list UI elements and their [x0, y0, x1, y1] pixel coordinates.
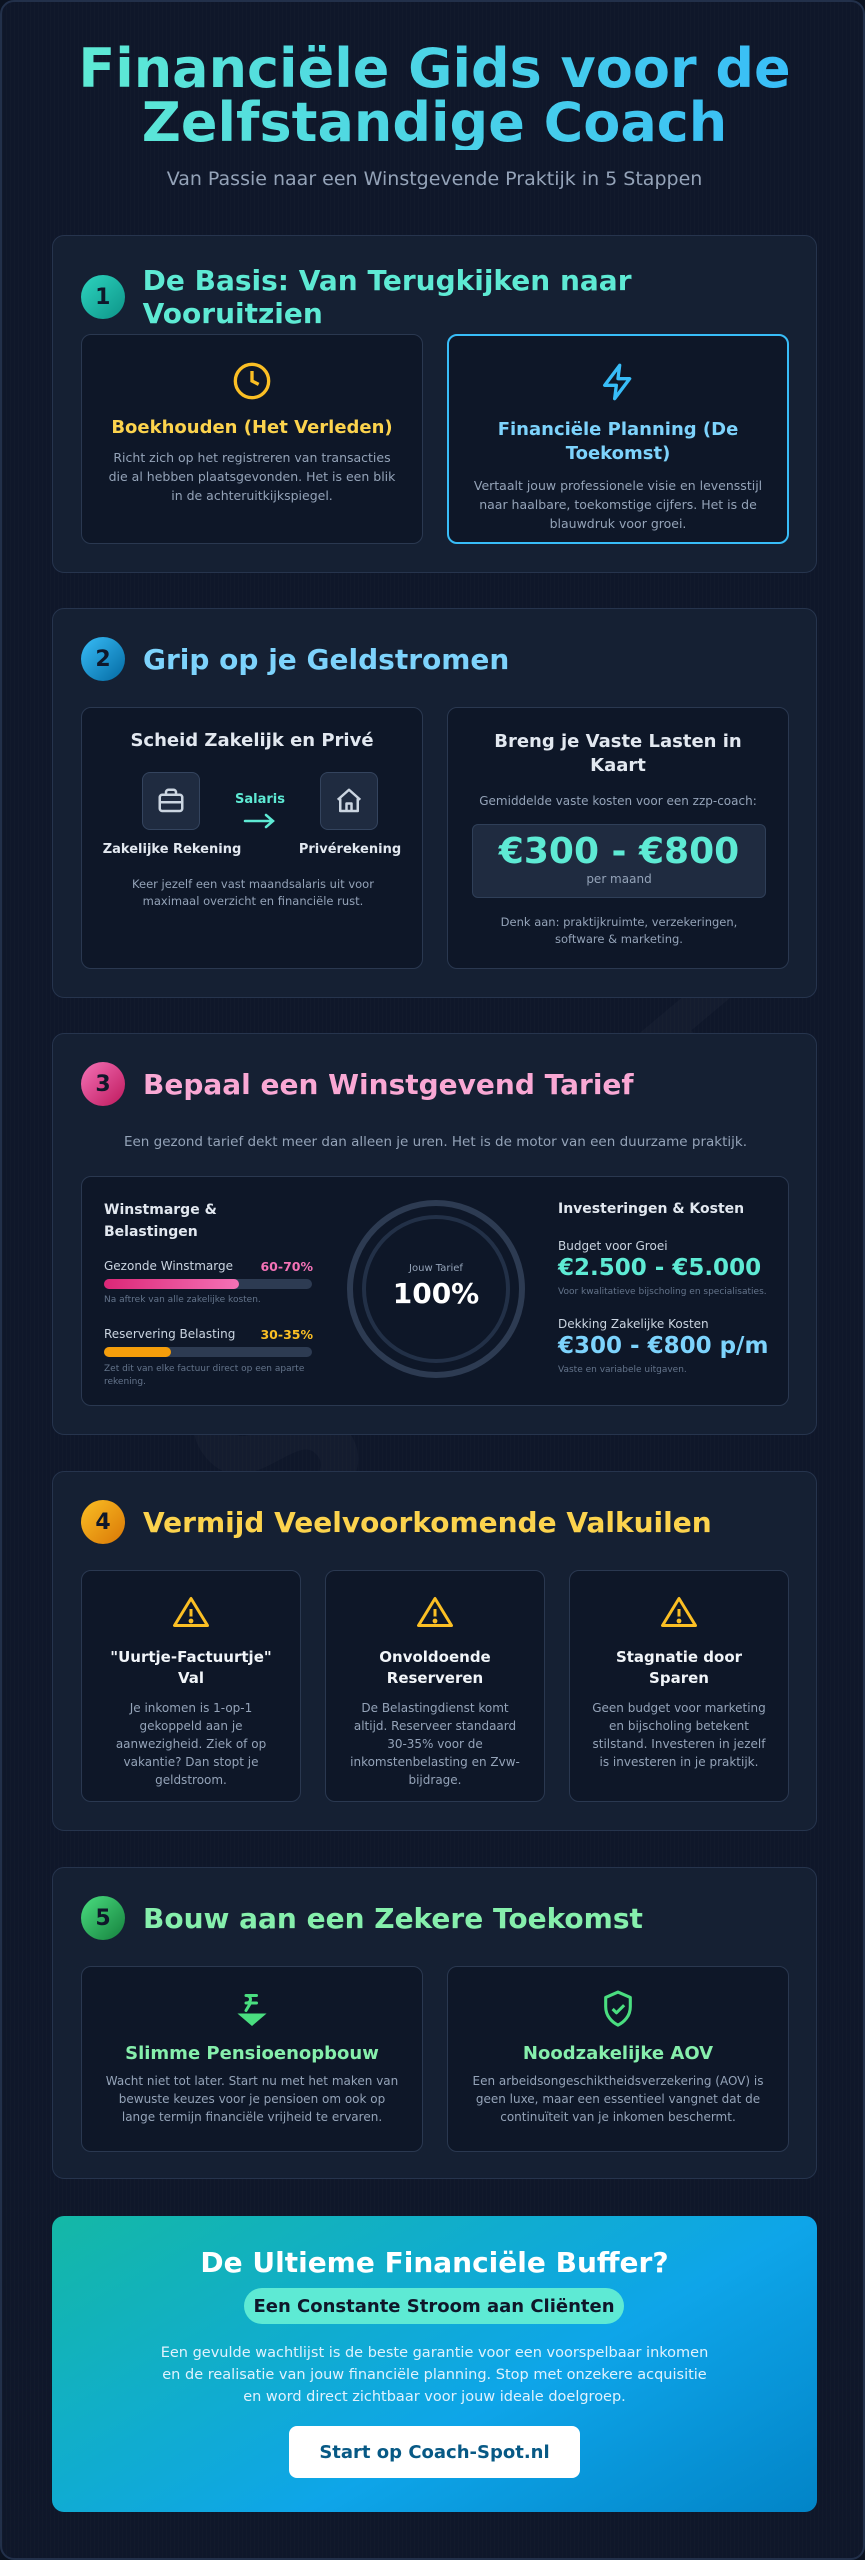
gauge-value: 100% — [392, 1277, 480, 1310]
fixed-cost-amount: €300 - €800 — [498, 831, 740, 872]
section-title: Vermijd Veelvoorkomende Valkuilen — [143, 1505, 712, 1539]
step-number-badge: 3 — [81, 1062, 125, 1106]
business-account-label: Zakelijke Rekening — [102, 842, 242, 857]
margin-panel-title: Winstmarge & Belastingen — [104, 1202, 217, 1240]
lightning-icon — [598, 362, 638, 402]
card-intro: Gemiddelde vaste kosten voor een zzp-coa… — [479, 794, 757, 808]
briefcase-icon — [142, 772, 200, 830]
step-number-badge: 1 — [81, 275, 125, 319]
margin-progress-bar — [104, 1279, 312, 1289]
cta-pill: Een Constante Stroom aan Cliënten — [244, 2288, 624, 2324]
card-title: Breng je Vaste Lasten in Kaart — [494, 731, 742, 776]
margin-note: Na aftrek van alle zakelijke kosten. — [104, 1295, 261, 1305]
invest-panel-title: Investeringen & Kosten — [558, 1201, 745, 1217]
reserve-progress-fill — [104, 1347, 171, 1357]
section-title: Bouw aan een Zekere Toekomst — [143, 1901, 643, 1935]
margin-progress-fill — [104, 1279, 240, 1289]
margin-label: Gezonde Winstmarge — [104, 1259, 234, 1273]
card-text: Keer jezelf een vast maandsalaris uit vo… — [132, 877, 374, 908]
section-header: 2 Grip op je Geldstromen — [81, 637, 509, 681]
card-pensioen: Slimme Pensioenopbouw Wacht niet tot lat… — [81, 1966, 423, 2152]
warning-icon — [173, 1595, 209, 1629]
section-title: Bepaal een Winstgevend Tarief — [143, 1067, 634, 1101]
warning-icon — [661, 1595, 697, 1629]
cta-banner: De Ultieme Financiële Buffer? Een Consta… — [52, 2216, 817, 2512]
card-boekhouden: Boekhouden (Het Verleden) Richt zich op … — [81, 334, 423, 544]
step-number-badge: 4 — [81, 1500, 125, 1544]
card-vaste-lasten: Breng je Vaste Lasten in Kaart Gemiddeld… — [447, 707, 789, 969]
reserve-progress-bar — [104, 1347, 312, 1357]
section-header: 4 Vermijd Veelvoorkomende Valkuilen — [81, 1500, 712, 1544]
shield-check-icon — [599, 1989, 637, 2029]
arrow-label: Salaris — [235, 792, 285, 807]
growth-value: €2.500 - €5.000 — [558, 1255, 762, 1281]
card-pitfall-1: "Uurtje-Factuurtje" Val Je inkomen is 1-… — [81, 1570, 301, 1802]
section-intro: Een gezond tarief dekt meer dan alleen j… — [123, 1134, 748, 1150]
card-planning: Financiële Planning (De Toekomst) Vertaa… — [447, 334, 789, 544]
cover-note: Vaste en variabele uitgaven. — [558, 1365, 687, 1375]
warning-icon — [417, 1595, 453, 1629]
section-title: Grip op je Geldstromen — [143, 642, 510, 676]
clock-icon — [232, 361, 272, 401]
cta-button[interactable]: Start op Coach-Spot.nl — [289, 2426, 580, 2478]
cost-highlight-box: €300 - €800 per maand — [472, 824, 766, 898]
step-number-badge: 2 — [81, 637, 125, 681]
card-scheid: Scheid Zakelijk en Privé Salaris Zakelij… — [81, 707, 423, 969]
section-header: 5 Bouw aan een Zekere Toekomst — [81, 1896, 643, 1940]
card-pitfall-2: Onvoldoende Reserveren De Belastingdiens… — [325, 1570, 545, 1802]
pension-coin-icon — [234, 1989, 270, 2029]
cover-label: Dekking Zakelijke Kosten — [558, 1317, 709, 1331]
section-geldstromen: 2 Grip op je Geldstromen Scheid Zakelijk… — [52, 608, 817, 998]
section-valkuilen: 4 Vermijd Veelvoorkomende Valkuilen "Uur… — [52, 1471, 817, 1831]
card-title: Noodzakelijke AOV — [522, 2043, 714, 2064]
section-header: 3 Bepaal een Winstgevend Tarief — [81, 1062, 634, 1106]
section-header: 1 De Basis: Van Terugkijken naar Vooruit… — [81, 264, 816, 330]
card-text: Wacht niet tot later. Start nu met het m… — [105, 2074, 399, 2124]
card-text: Geen budget voor marketing en bijscholin… — [592, 1701, 766, 1769]
reserve-note: Zet dit van elke factuur direct op een a… — [104, 1364, 305, 1387]
card-text: De Belastingdienst komt altijd. Reservee… — [350, 1701, 520, 1787]
section-title: De Basis: Van Terugkijken naar Vooruitzi… — [142, 264, 632, 330]
card-text: Vertaalt jouw professionele visie en lev… — [473, 478, 763, 531]
arrow-right-icon — [242, 812, 278, 834]
page-subtitle: Van Passie naar een Winstgevende Praktij… — [166, 168, 703, 190]
card-title: Financiële Planning (De Toekomst) — [497, 419, 739, 464]
card-title: Onvoldoende Reserveren — [379, 1648, 491, 1687]
card-text: Richt zich op het registreren van transa… — [108, 450, 396, 503]
reserve-label: Reservering Belasting — [104, 1327, 236, 1341]
card-title: Slimme Pensioenopbouw — [125, 2043, 379, 2064]
card-title: "Uurtje-Factuurtje" Val — [110, 1648, 272, 1687]
fixed-cost-period: per maand — [586, 872, 652, 886]
rate-gauge: Jouw Tarief 100% — [344, 1197, 528, 1381]
card-title: Scheid Zakelijk en Privé — [130, 730, 374, 751]
card-aov: Noodzakelijke AOV Een arbeidsongeschikth… — [447, 1966, 789, 2152]
margin-value: 60-70% — [260, 1259, 313, 1274]
section-toekomst: 5 Bouw aan een Zekere Toekomst Slimme Pe… — [52, 1867, 817, 2179]
card-title: Stagnatie door Sparen — [615, 1648, 743, 1687]
card-pitfall-3: Stagnatie door Sparen Geen budget voor m… — [569, 1570, 789, 1802]
step-number-badge: 5 — [81, 1896, 125, 1940]
cta-text: Een gevulde wachtlijst is de beste garan… — [160, 2345, 709, 2405]
cta-title: De Ultieme Financiële Buffer? — [200, 2246, 669, 2279]
home-icon — [320, 772, 378, 830]
gauge-label: Jouw Tarief — [409, 1263, 463, 1274]
cover-value: €300 - €800 p/m — [558, 1333, 769, 1359]
section-tarief: 3 Bepaal een Winstgevend Tarief Een gezo… — [52, 1033, 817, 1435]
growth-note: Voor kwalitatieve bijscholing en special… — [558, 1287, 767, 1297]
hero-header: Financiële Gids voor de Zelfstandige Coa… — [2, 42, 863, 191]
card-text: Een arbeidsongeschiktheidsverzekering (A… — [472, 2074, 764, 2124]
card-note: Denk aan: praktijkruimte, verzekeringen,… — [500, 915, 738, 946]
card-title: Boekhouden (Het Verleden) — [111, 417, 393, 438]
private-account-label: Privérekening — [298, 842, 402, 857]
section-basis: 1 De Basis: Van Terugkijken naar Vooruit… — [52, 235, 817, 573]
tarief-panel: Winstmarge & Belastingen Gezonde Winstma… — [81, 1176, 789, 1406]
growth-label: Budget voor Groei — [558, 1239, 668, 1253]
reserve-value: 30-35% — [260, 1327, 313, 1342]
page-title: Financiële Gids voor de Zelfstandige Coa… — [75, 42, 795, 150]
card-text: Je inkomen is 1-op-1 gekoppeld aan je aa… — [115, 1701, 267, 1787]
